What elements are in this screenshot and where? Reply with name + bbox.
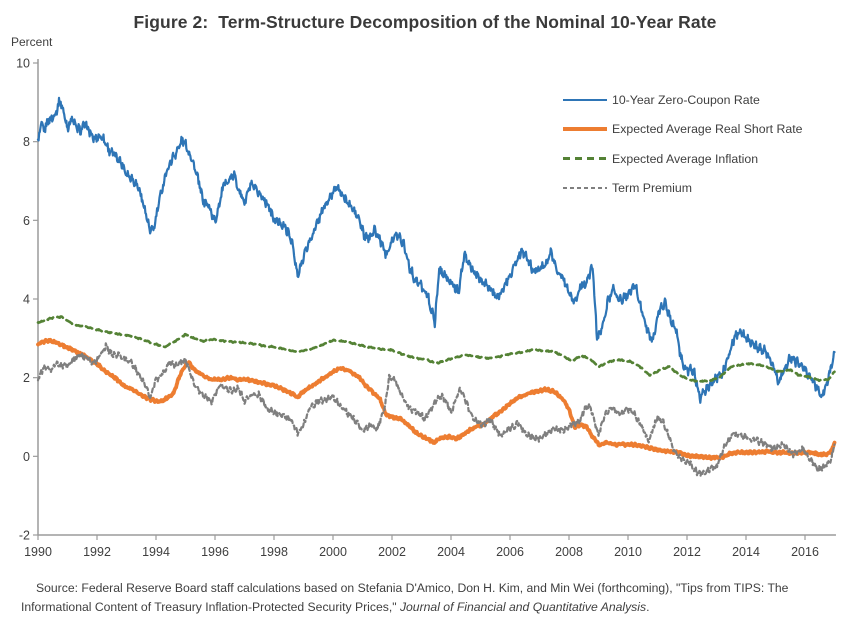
x-axis-tick-label: 2000 bbox=[319, 545, 347, 559]
x-axis-tick-label: 1998 bbox=[260, 545, 288, 559]
series-line-expected-average-real-short-rate bbox=[36, 337, 837, 461]
x-axis-tick-label: 2016 bbox=[791, 545, 819, 559]
x-axis-tick-label: 1992 bbox=[83, 545, 111, 559]
y-axis-tick-label: 2 bbox=[23, 371, 30, 385]
legend-line-sample-green bbox=[563, 157, 607, 161]
source-note-journal-italic: Journal of Financial and Quantitative An… bbox=[399, 600, 647, 615]
legend-item-expected-inflation: Expected Average Inflation bbox=[563, 144, 803, 174]
x-axis-tick-label: 2002 bbox=[378, 545, 406, 559]
legend-label: 10-Year Zero-Coupon Rate bbox=[612, 92, 760, 107]
legend-item-zero-coupon-rate: 10-Year Zero-Coupon Rate bbox=[563, 85, 803, 115]
series-line-expected-average-inflation bbox=[36, 315, 836, 384]
x-axis-tick-label: 2014 bbox=[732, 545, 760, 559]
y-axis-tick-label: -2 bbox=[19, 529, 30, 543]
source-note: Source: Federal Reserve Board staff calc… bbox=[21, 579, 806, 617]
y-axis-tick-label: 0 bbox=[23, 450, 30, 464]
series-line-term-premium bbox=[36, 342, 836, 477]
chart-legend: 10-Year Zero-Coupon Rate Expected Averag… bbox=[563, 85, 803, 203]
legend-label: Term Premium bbox=[612, 181, 692, 196]
source-note-text: Source: Federal Reserve Board staff calc… bbox=[21, 581, 789, 615]
y-axis-tick-label: 4 bbox=[23, 293, 30, 307]
x-axis-tick-label: 1996 bbox=[201, 545, 229, 559]
x-axis-tick-label: 1990 bbox=[24, 545, 52, 559]
y-axis-tick-label: 6 bbox=[23, 214, 30, 228]
series-line-10-year-zero-coupon-rate bbox=[36, 96, 836, 404]
chart-title: Figure 2: Term-Structure Decomposition o… bbox=[133, 12, 717, 32]
source-note-period: . bbox=[646, 600, 650, 615]
legend-line-sample-gray bbox=[563, 187, 607, 190]
legend-item-real-short-rate: Expected Average Real Short Rate bbox=[563, 115, 803, 145]
x-axis-tick-label: 2010 bbox=[614, 545, 642, 559]
x-axis-tick-label: 2012 bbox=[673, 545, 701, 559]
x-axis-tick-label: 2006 bbox=[496, 545, 524, 559]
y-axis-tick-label: 10 bbox=[16, 57, 30, 71]
legend-line-sample-orange bbox=[563, 127, 607, 132]
x-axis-tick-label: 1994 bbox=[142, 545, 170, 559]
x-axis-tick-label: 2008 bbox=[555, 545, 583, 559]
legend-item-term-premium: Term Premium bbox=[563, 174, 803, 204]
y-axis-unit-label: Percent bbox=[11, 35, 53, 49]
legend-label: Expected Average Real Short Rate bbox=[612, 122, 803, 137]
x-axis-tick-label: 2004 bbox=[437, 545, 465, 559]
legend-label: Expected Average Inflation bbox=[612, 151, 759, 166]
line-chart-plot-area: 10 8 6 4 2 0 -2 1990 1992 1994 1996 1998 2000 2002 200… bbox=[16, 57, 837, 559]
legend-line-sample-blue bbox=[563, 98, 607, 101]
y-axis-tick-label: 8 bbox=[23, 135, 30, 149]
